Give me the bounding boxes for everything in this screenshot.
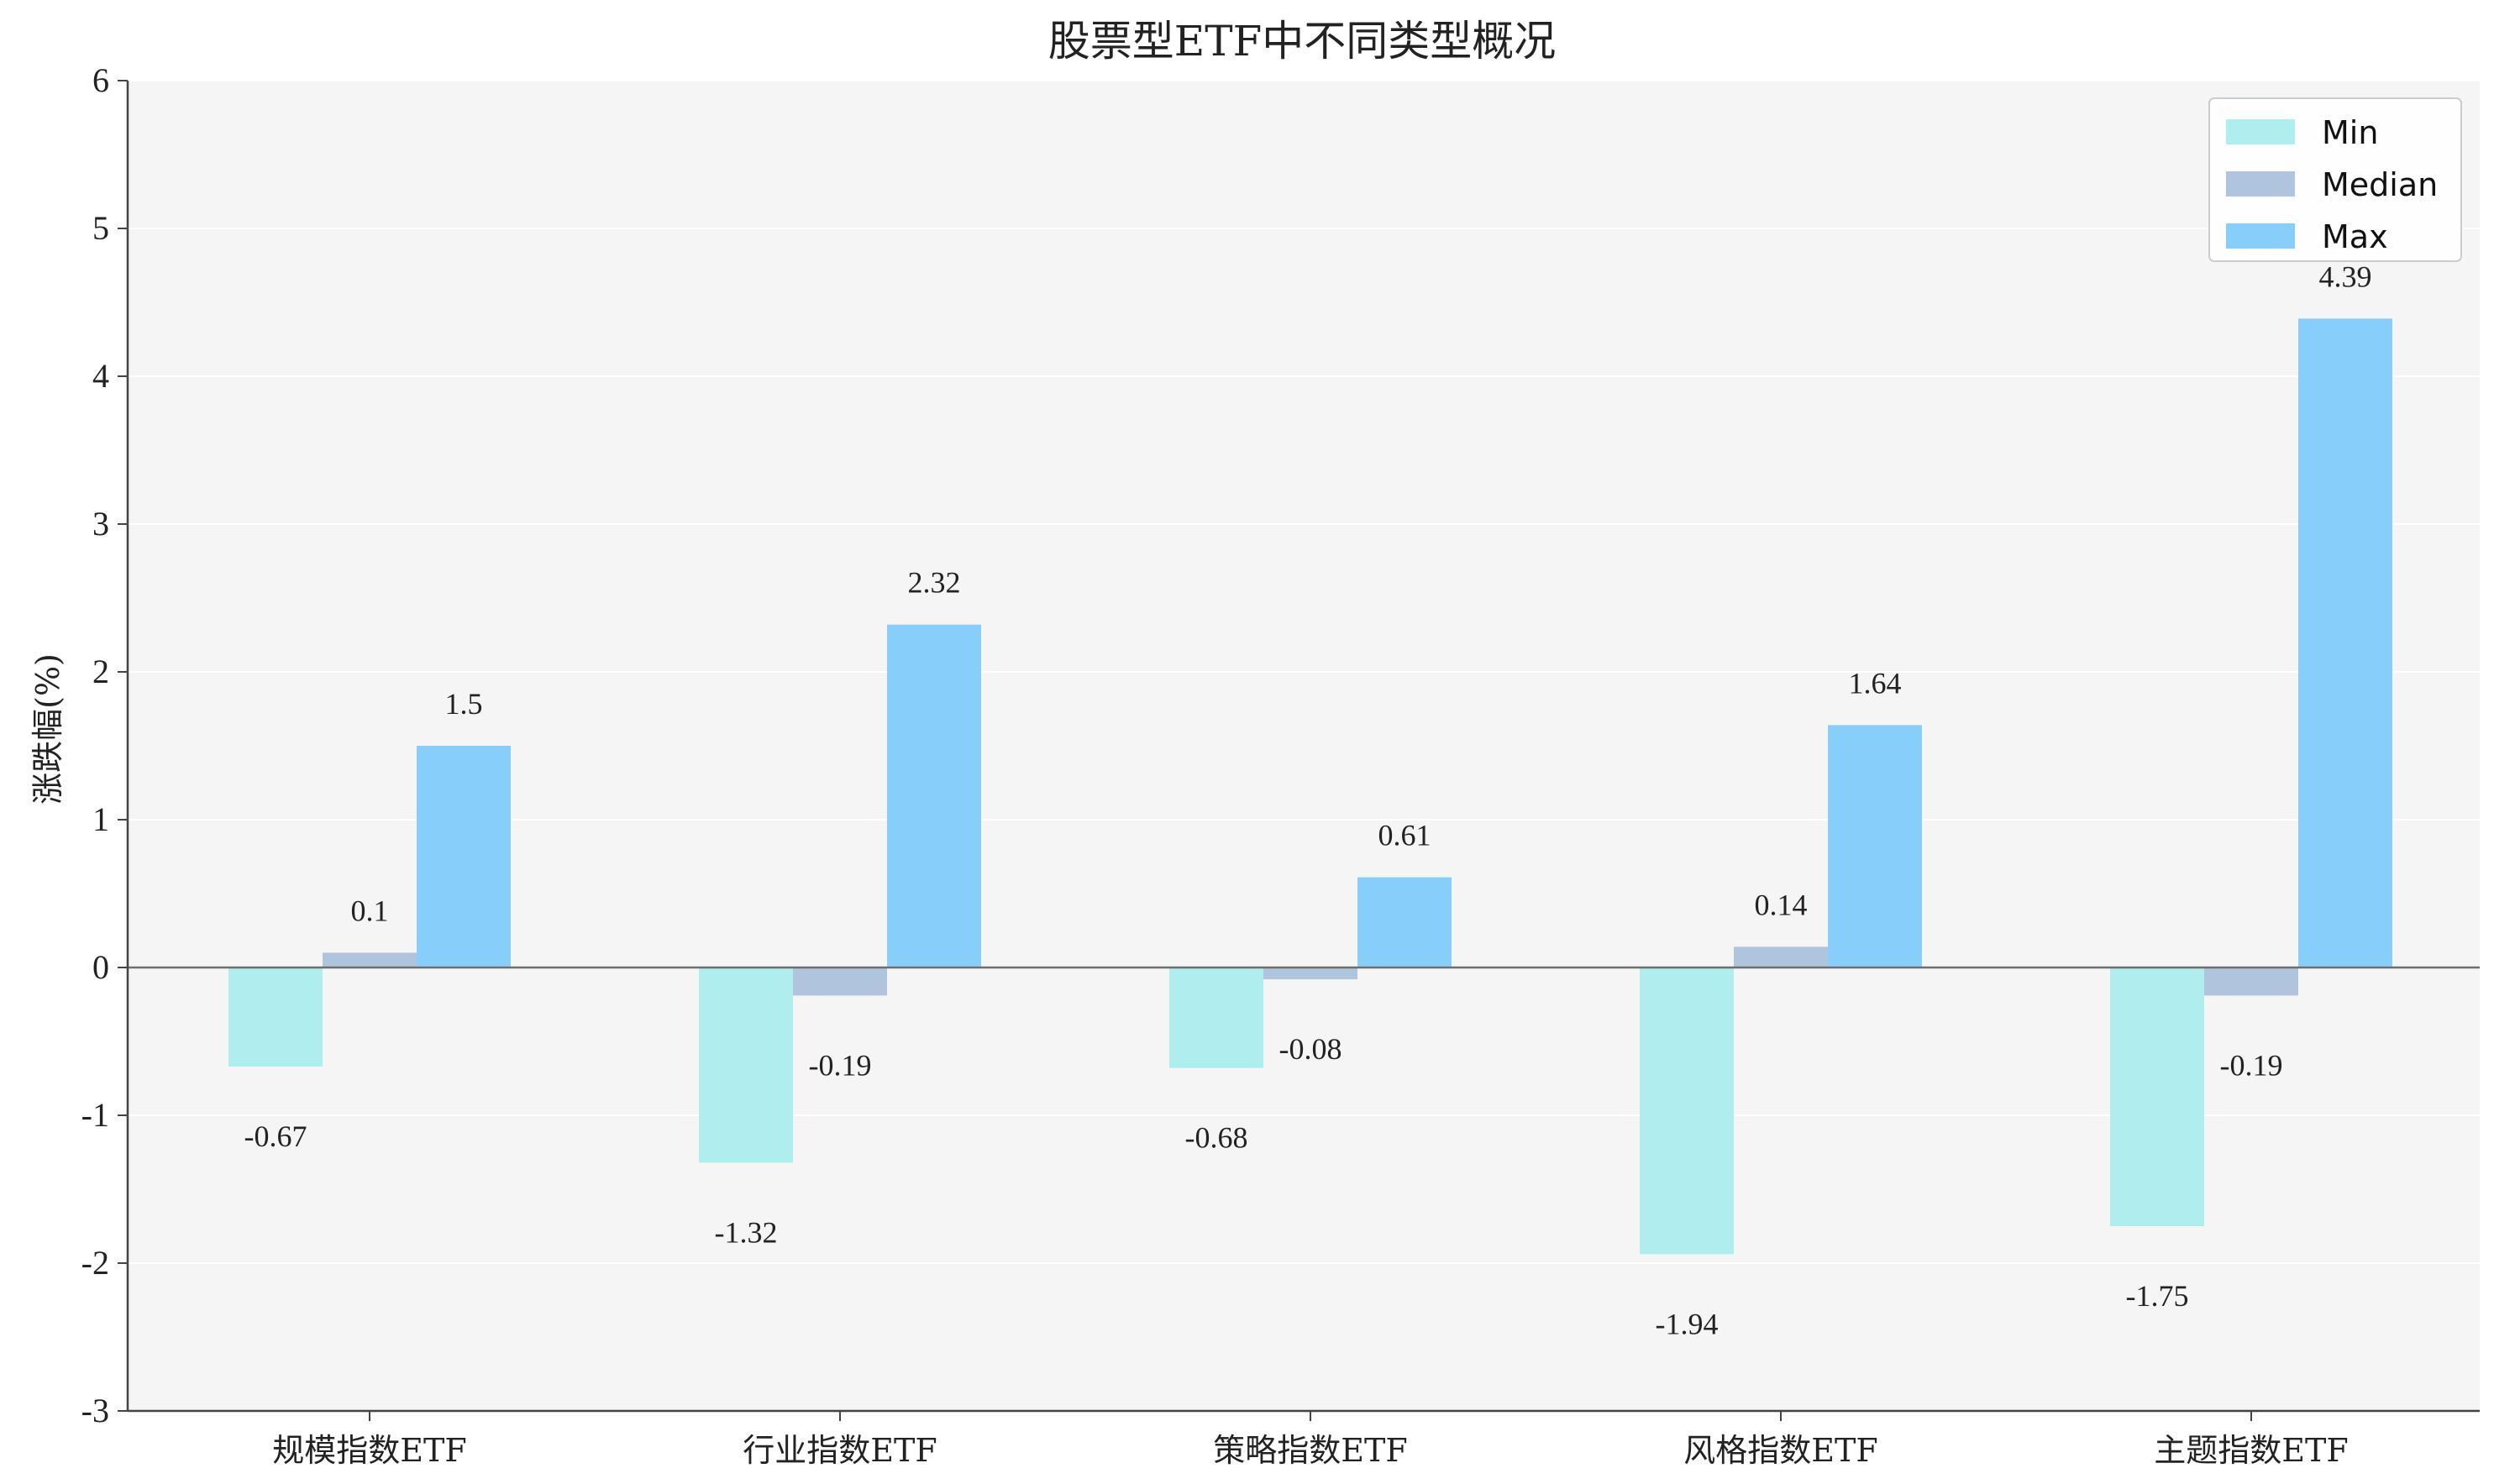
bar-max (2298, 318, 2392, 967)
x-tick-label: 行业指数ETF (743, 1432, 937, 1469)
y-tick-label: 3 (92, 505, 109, 543)
bar-median (2204, 967, 2298, 996)
legend: Min Median Max (2208, 97, 2462, 262)
data-label: 1.5 (445, 687, 483, 721)
data-label: 0.61 (1378, 819, 1431, 852)
plot-background (128, 81, 2480, 1411)
x-tick-label: 规模指数ETF (272, 1432, 466, 1469)
bar-min (1169, 967, 1263, 1068)
y-tick-label: 4 (92, 357, 109, 395)
gridlines (128, 80, 2480, 1412)
bars (228, 318, 2392, 1255)
y-tick-label: -3 (81, 1392, 109, 1429)
data-label: 0.14 (1755, 888, 1808, 921)
y-tick-label: 2 (92, 653, 109, 690)
bar-min (2110, 967, 2204, 1226)
y-tick-label: -1 (81, 1096, 109, 1134)
data-label: -0.68 (1185, 1121, 1248, 1155)
chart-title: 股票型ETF中不同类型概况 (1048, 17, 1557, 66)
bar-max (1357, 877, 1452, 967)
y-tick-label: 0 (92, 948, 109, 986)
data-label: -0.67 (244, 1120, 307, 1153)
data-label: -0.08 (1279, 1032, 1342, 1066)
data-label: -1.75 (2126, 1279, 2189, 1313)
y-tick-label: -2 (81, 1244, 109, 1282)
data-labels: -0.67 0.1 1.5 -1.32 -0.19 2.32 -0.68 -0.08 0.61 -… (244, 260, 2372, 1340)
x-tick-label: 主题指数ETF (2154, 1432, 2348, 1469)
data-label: -1.94 (1656, 1307, 1719, 1340)
data-label: 1.64 (1849, 666, 1902, 700)
legend-swatch (2226, 171, 2295, 197)
legend-label: Max (2322, 218, 2388, 255)
data-label: -0.19 (2220, 1048, 2283, 1082)
x-tick-label: 策略指数ETF (1213, 1432, 1407, 1469)
data-label: 0.1 (351, 894, 389, 927)
bar-min (699, 967, 793, 1163)
bar-median (793, 967, 887, 996)
y-axis-label: 涨跌幅(%) (29, 653, 66, 805)
bar-median (1734, 947, 1828, 967)
x-axis-ticks: 规模指数ETF 行业指数ETF 策略指数ETF 风格指数ETF 主题指数ETF (272, 1411, 2349, 1469)
y-tick-label: 6 (92, 61, 109, 99)
legend-label: Min (2322, 114, 2378, 151)
bar-max (417, 746, 511, 967)
bar-min (1640, 967, 1734, 1255)
y-tick-label: 1 (92, 800, 109, 838)
bar-median (323, 952, 417, 967)
legend-swatch (2226, 119, 2295, 144)
data-label: 2.32 (908, 566, 961, 600)
bar-min (228, 967, 323, 1067)
x-tick-label: 风格指数ETF (1683, 1432, 1877, 1469)
data-label: -1.32 (715, 1215, 778, 1249)
y-tick-label: 5 (92, 209, 109, 247)
data-label: -0.19 (809, 1048, 872, 1082)
data-label: 4.39 (2319, 260, 2372, 293)
bar-max (1828, 725, 1922, 967)
legend-label: Median (2322, 166, 2438, 203)
legend-swatch (2226, 223, 2295, 249)
bar-median (1263, 967, 1357, 980)
bar-max (887, 624, 981, 967)
y-axis-ticks: -3 -2 -1 0 1 2 3 4 5 6 (81, 61, 128, 1429)
